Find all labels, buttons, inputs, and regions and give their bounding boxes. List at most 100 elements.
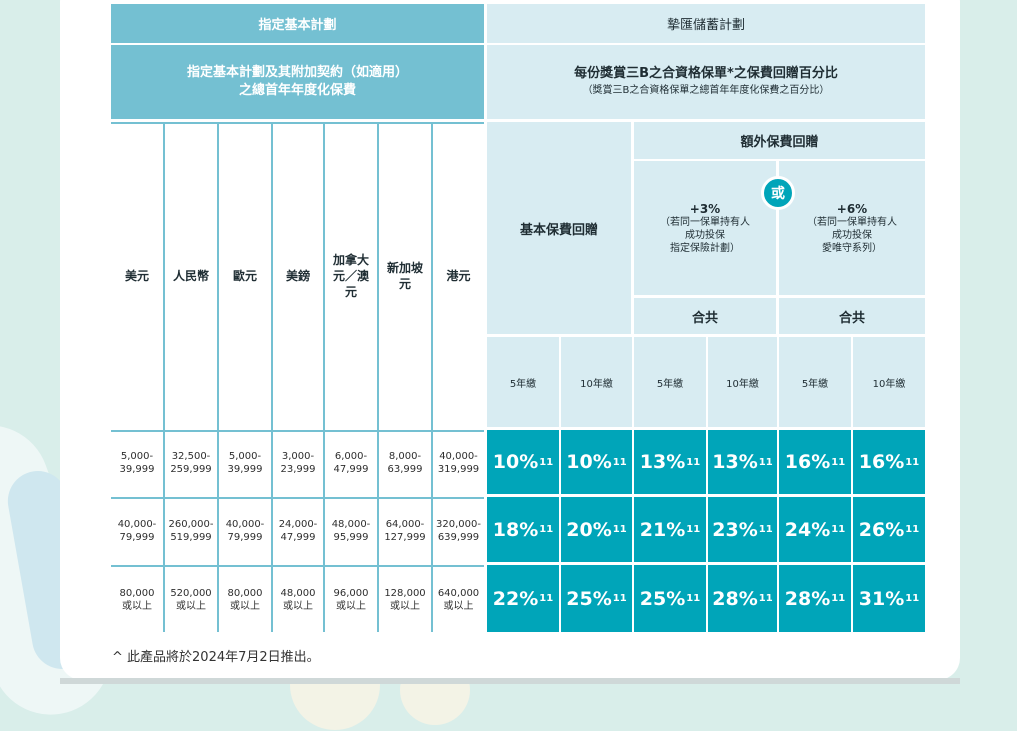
rebate-value: 22% <box>492 587 539 610</box>
column-divider <box>377 122 379 632</box>
column-divider <box>163 122 165 632</box>
rebate-value: 25% <box>566 587 612 610</box>
rebate-percentage-cell: 20% 11 <box>561 497 632 562</box>
rebate-value: 23% <box>712 518 758 541</box>
rebate-percentage-cell: 23% 11 <box>708 497 777 562</box>
rebate-percentage-cell: 21% 11 <box>634 497 706 562</box>
extra-option-3pct: +3% （若同一保單持有人 成功投保 指定保險計劃） <box>634 161 776 295</box>
column-divider <box>431 122 433 632</box>
premium-band-cell: 48,000- 95,999 <box>325 497 377 562</box>
column-divider <box>217 122 219 632</box>
footnote-marker: 11 <box>686 593 701 604</box>
footnote-marker: 11 <box>612 524 627 535</box>
rebate-percentage-cell: 16% 11 <box>779 430 851 494</box>
rebate-percentage-cell: 25% 11 <box>561 565 632 632</box>
premium-band-cell: 40,000- 79,999 <box>219 497 271 562</box>
rebate-value: 13% <box>639 451 686 473</box>
footnote-marker: 11 <box>539 593 554 604</box>
currency-header: 美元 <box>111 122 163 427</box>
footnote-marker: 11 <box>831 456 846 468</box>
right-header-subtitle: 每份獎賞三B之合資格保單*之保費回贈百分比 （獎賞三B之合資格保單之總首年年度化… <box>487 45 925 119</box>
option-3pct-title: +3% <box>689 201 721 216</box>
rebate-value: 18% <box>492 518 539 541</box>
payment-term-label: 5年繳 <box>487 337 559 427</box>
column-divider <box>271 122 273 632</box>
footnote-marker: 11 <box>758 456 773 468</box>
right-header-title: 摯匯儲蓄計劃 <box>487 4 925 43</box>
left-header-subtitle: 指定基本計劃及其附加契約（如適用） 之總首年年度化保費 <box>111 45 484 119</box>
footnote-marker: 11 <box>686 456 701 468</box>
rebate-value: 16% <box>858 451 905 473</box>
footnote-marker: 11 <box>905 524 920 535</box>
premium-band-cell: 40,000- 319,999 <box>433 430 484 494</box>
or-badge: 或 <box>761 176 795 210</box>
currency-header: 人民幣 <box>165 122 217 427</box>
premium-band-cell: 80,000 或以上 <box>111 565 163 632</box>
premium-band-cell: 640,000 或以上 <box>433 565 484 632</box>
footnote: ^ 此產品將於2024年7月2日推出。 <box>112 650 320 665</box>
premium-band-cell: 320,000- 639,999 <box>433 497 484 562</box>
premium-band-cell: 520,000 或以上 <box>165 565 217 632</box>
rebate-value: 28% <box>784 587 831 610</box>
footnote-marker: 11 <box>758 593 773 604</box>
rebate-value: 13% <box>712 451 758 473</box>
rebate-percentage-cell: 16% 11 <box>853 430 925 494</box>
premium-band-cell: 6,000- 47,999 <box>325 430 377 494</box>
footnote-marker: 11 <box>612 456 627 468</box>
footnote-marker: 11 <box>905 456 920 468</box>
premium-band-cell: 128,000 或以上 <box>379 565 431 632</box>
rebate-percentage-cell: 26% 11 <box>853 497 925 562</box>
premium-band-cell: 96,000 或以上 <box>325 565 377 632</box>
extra-option-6pct: +6% （若同一保單持有人 成功投保 愛唯守系列） <box>779 161 925 295</box>
premium-band-cell: 32,500- 259,999 <box>165 430 217 494</box>
rebate-percentage-cell: 10% 11 <box>561 430 632 494</box>
column-divider <box>323 122 325 632</box>
premium-band-cell: 8,000- 63,999 <box>379 430 431 494</box>
rebate-value: 16% <box>784 451 831 473</box>
rebate-value: 24% <box>784 518 831 541</box>
rebate-value: 26% <box>858 518 905 541</box>
premium-band-cell: 5,000- 39,999 <box>219 430 271 494</box>
option-3pct-desc: （若同一保單持有人 成功投保 指定保險計劃） <box>660 216 750 254</box>
rebate-percentage-cell: 18% 11 <box>487 497 559 562</box>
currency-header: 美鎊 <box>273 122 323 427</box>
payment-term-label: 10年繳 <box>561 337 632 427</box>
rebate-percentage-cell: 25% 11 <box>634 565 706 632</box>
rebate-value: 28% <box>712 587 758 610</box>
currency-header: 歐元 <box>219 122 271 427</box>
premium-band-cell: 80,000 或以上 <box>219 565 271 632</box>
payment-term-label: 5年繳 <box>779 337 851 427</box>
extra-rebate-header: 額外保費回贈 <box>634 122 925 159</box>
base-rebate-header: 基本保費回贈 <box>487 122 631 334</box>
left-header-title: 指定基本計劃 <box>111 4 484 43</box>
rebate-percentage-cell: 13% 11 <box>708 430 777 494</box>
option-6pct-title: +6% <box>836 201 868 216</box>
rebate-percentage-cell: 22% 11 <box>487 565 559 632</box>
premium-band-cell: 3,000- 23,999 <box>273 430 323 494</box>
footnote-marker: 11 <box>612 593 627 604</box>
total-label-6pct: 合共 <box>779 298 925 334</box>
option-6pct-desc: （若同一保單持有人 成功投保 愛唯守系列） <box>807 216 897 254</box>
rebate-percentage-cell: 13% 11 <box>634 430 706 494</box>
rebate-percentage-cell: 10% 11 <box>487 430 559 494</box>
premium-band-cell: 48,000 或以上 <box>273 565 323 632</box>
rebate-value: 10% <box>492 451 539 473</box>
footnote-marker: 11 <box>831 593 846 604</box>
premium-band-cell: 40,000- 79,999 <box>111 497 163 562</box>
footnote-marker: 11 <box>539 456 554 468</box>
rebate-value: 25% <box>639 587 686 610</box>
footnote-marker: 11 <box>758 524 773 535</box>
left-header-subtitle-line1: 指定基本計劃及其附加契約（如適用） <box>186 65 408 80</box>
payment-term-label: 10年繳 <box>853 337 925 427</box>
right-header-subtitle-line2: （獎賞三B之合資格保單之總首年年度化保費之百分比） <box>582 85 830 96</box>
rebate-percentage-cell: 31% 11 <box>853 565 925 632</box>
currency-header: 港元 <box>433 122 484 427</box>
premium-band-cell: 260,000- 519,999 <box>165 497 217 562</box>
rebate-value: 21% <box>639 518 686 541</box>
rebate-value: 31% <box>858 587 905 610</box>
currency-header: 加拿大元／澳元 <box>325 122 377 427</box>
premium-band-cell: 24,000- 47,999 <box>273 497 323 562</box>
footnote-marker: 11 <box>686 524 701 535</box>
currency-header: 新加坡元 <box>379 122 431 427</box>
left-header-subtitle-line2: 之總首年年度化保費 <box>238 83 356 98</box>
